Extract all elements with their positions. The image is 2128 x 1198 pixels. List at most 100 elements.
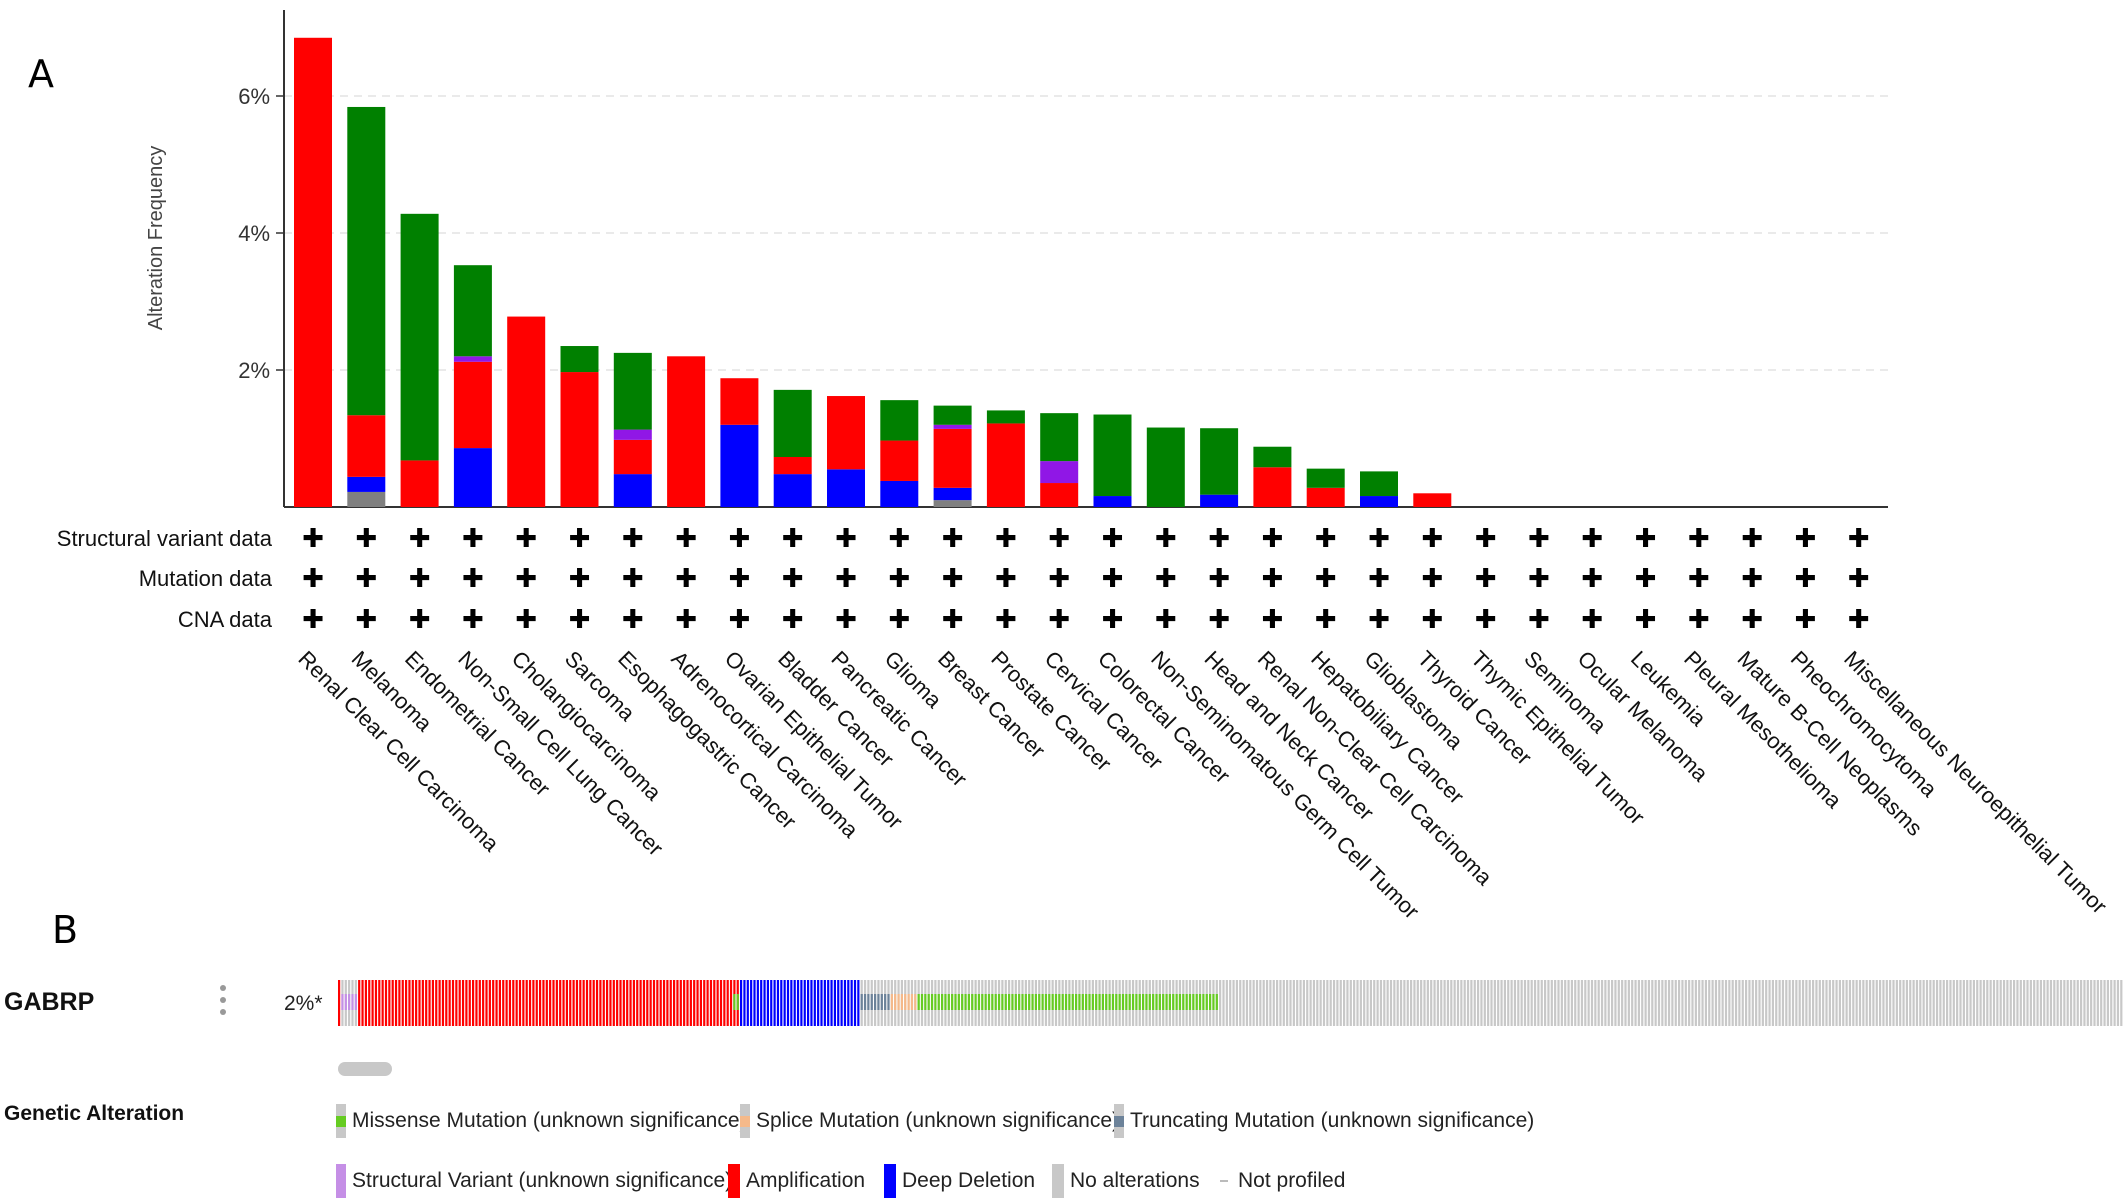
sample-cell[interactable] xyxy=(461,980,465,1026)
bar-segment[interactable] xyxy=(613,429,652,440)
sample-cell[interactable] xyxy=(1306,980,1309,1026)
sample-cell[interactable] xyxy=(2090,980,2093,1026)
sample-cell[interactable] xyxy=(1393,980,1396,1026)
sample-cell[interactable] xyxy=(1805,980,1808,1026)
sample-cell[interactable] xyxy=(683,980,686,1026)
bar-segment[interactable] xyxy=(827,469,865,507)
sample-cell[interactable] xyxy=(1490,980,1493,1026)
sample-cell[interactable] xyxy=(1808,980,1811,1026)
sample-cell[interactable] xyxy=(1249,980,1252,1026)
sample-cell[interactable] xyxy=(1748,980,1751,1026)
bar-segment[interactable] xyxy=(933,405,972,425)
sample-cell[interactable] xyxy=(572,980,575,1026)
sample-cell[interactable] xyxy=(2063,980,2066,1026)
sample-cell[interactable] xyxy=(827,980,830,1026)
bar-segment[interactable] xyxy=(613,352,652,430)
sample-cell[interactable] xyxy=(1634,980,1637,1026)
bar-segment[interactable] xyxy=(1200,428,1239,495)
bar-segment[interactable] xyxy=(1253,446,1292,468)
bar-segment[interactable] xyxy=(933,500,972,507)
sample-cell[interactable] xyxy=(817,980,820,1026)
sample-cell[interactable] xyxy=(2033,980,2036,1026)
sample-cell[interactable] xyxy=(1322,980,1326,1026)
sample-cell[interactable] xyxy=(502,980,505,1026)
sample-cell[interactable] xyxy=(445,980,448,1026)
sample-cell[interactable] xyxy=(716,980,719,1026)
sample-cell[interactable] xyxy=(646,980,649,1026)
sample-cell[interactable] xyxy=(1728,980,1731,1026)
sample-cell[interactable] xyxy=(703,980,706,1026)
sample-cell[interactable] xyxy=(2053,980,2056,1026)
sample-cell[interactable] xyxy=(820,980,823,1026)
sample-cell[interactable] xyxy=(709,980,713,1026)
bar-segment[interactable] xyxy=(1146,427,1185,507)
bar-segment[interactable] xyxy=(560,372,599,507)
bar-segment[interactable] xyxy=(1040,461,1079,484)
sample-cell[interactable] xyxy=(562,980,565,1026)
sample-cell[interactable] xyxy=(428,980,431,1026)
sample-cell[interactable] xyxy=(1698,980,1701,1026)
sample-cell[interactable] xyxy=(482,980,485,1026)
sample-cell[interactable] xyxy=(455,980,458,1026)
sample-cell[interactable] xyxy=(492,980,495,1026)
sample-cell[interactable] xyxy=(1507,980,1510,1026)
sample-cell[interactable] xyxy=(535,980,538,1026)
sample-cell[interactable] xyxy=(2096,980,2099,1026)
gene-label[interactable]: GABRP xyxy=(4,988,95,1016)
bar-segment[interactable] xyxy=(933,487,972,501)
sample-cell[interactable] xyxy=(1661,980,1664,1026)
sample-cell[interactable] xyxy=(1420,980,1423,1026)
bar-segment[interactable] xyxy=(400,213,439,461)
sample-cell[interactable] xyxy=(686,980,689,1026)
sample-cell[interactable] xyxy=(1453,980,1456,1026)
sample-cell[interactable] xyxy=(495,980,498,1026)
sample-cell[interactable] xyxy=(790,980,793,1026)
bar-segment[interactable] xyxy=(400,460,439,507)
sample-cell[interactable] xyxy=(1858,980,1862,1026)
sample-cell[interactable] xyxy=(616,980,619,1026)
sample-cell[interactable] xyxy=(2002,980,2006,1026)
bar-segment[interactable] xyxy=(880,480,919,507)
sample-cell[interactable] xyxy=(1905,980,1908,1026)
sample-cell[interactable] xyxy=(1885,980,1888,1026)
sample-cell[interactable] xyxy=(1544,980,1547,1026)
sample-cell[interactable] xyxy=(1580,980,1584,1026)
sample-cell[interactable] xyxy=(1299,980,1302,1026)
sample-cell[interactable] xyxy=(364,980,367,1026)
sample-cell[interactable] xyxy=(1540,980,1543,1026)
sample-cell[interactable] xyxy=(2049,980,2053,1026)
sample-cell[interactable] xyxy=(1500,980,1503,1026)
sample-cell[interactable] xyxy=(629,980,632,1026)
sample-cell[interactable] xyxy=(1704,980,1707,1026)
sample-cell[interactable] xyxy=(612,980,615,1026)
sample-cell[interactable] xyxy=(1758,980,1761,1026)
bar-segment[interactable] xyxy=(986,423,1025,507)
sample-cell[interactable] xyxy=(649,980,652,1026)
sample-cell[interactable] xyxy=(1403,980,1406,1026)
sample-cell[interactable] xyxy=(1225,980,1228,1026)
bar-segment[interactable] xyxy=(773,389,812,457)
sample-cell[interactable] xyxy=(408,980,411,1026)
sample-cell[interactable] xyxy=(1470,980,1473,1026)
sample-cell[interactable] xyxy=(394,980,398,1026)
sample-cell[interactable] xyxy=(1416,980,1419,1026)
sample-cell[interactable] xyxy=(750,980,753,1026)
sample-cell[interactable] xyxy=(1875,980,1878,1026)
sample-cell[interactable] xyxy=(599,980,602,1026)
sample-cell[interactable] xyxy=(1614,980,1617,1026)
sample-cell[interactable] xyxy=(2110,980,2113,1026)
sample-cell[interactable] xyxy=(1289,980,1292,1026)
bar-segment[interactable] xyxy=(453,356,492,362)
sample-cell[interactable] xyxy=(696,980,699,1026)
sample-cell[interactable] xyxy=(1510,980,1513,1026)
sample-cell[interactable] xyxy=(723,980,726,1026)
sample-cell[interactable] xyxy=(1795,980,1798,1026)
bar-segment[interactable] xyxy=(347,415,386,477)
sample-cell[interactable] xyxy=(1741,980,1744,1026)
sample-cell[interactable] xyxy=(1399,980,1403,1026)
sample-cell[interactable] xyxy=(1828,980,1831,1026)
sample-cell[interactable] xyxy=(522,980,525,1026)
sample-cell[interactable] xyxy=(555,980,558,1026)
sample-cell[interactable] xyxy=(498,980,501,1026)
sample-cell[interactable] xyxy=(1664,980,1667,1026)
